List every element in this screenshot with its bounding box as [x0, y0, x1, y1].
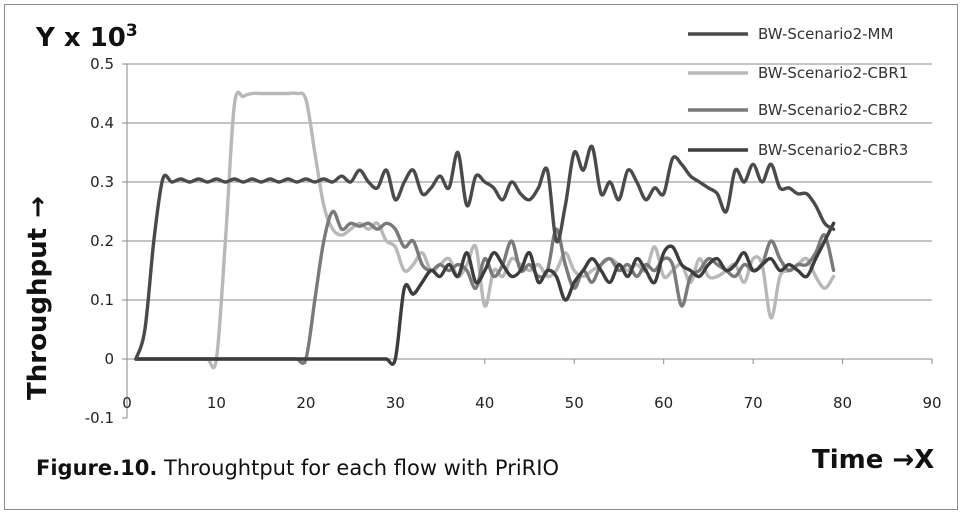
figure-number: Figure.10. [36, 456, 157, 480]
y-scale-exponent: 3 [126, 21, 138, 41]
x-tick-label: 90 [922, 394, 941, 412]
x-axis-label: Time →X [812, 445, 934, 475]
chart-frame [4, 4, 958, 510]
legend-label: BW-Scenario2-CBR1 [758, 64, 908, 82]
x-tick-label: 50 [565, 394, 584, 412]
y-tick-label: 0.3 [90, 173, 114, 191]
x-tick-label: 10 [207, 394, 226, 412]
y-tick-label: -0.1 [85, 409, 114, 427]
series-line-bw-scenario2-cbr2 [134, 209, 836, 366]
x-tick-label: 80 [833, 394, 852, 412]
series-line-bw-scenario2-mm [134, 144, 836, 361]
y-tick-label: 0.5 [90, 55, 114, 73]
figure-caption-text: Throughtput for each flow with PriRIO [157, 456, 559, 480]
y-axis-arrow: → [23, 196, 53, 218]
x-tick-label: 70 [744, 394, 763, 412]
y-tick-label: 0.1 [90, 291, 114, 309]
x-tick-label: 0 [122, 394, 132, 412]
legend-label: BW-Scenario2-CBR2 [758, 101, 908, 119]
x-tick-label: 40 [475, 394, 494, 412]
figure-caption: Figure.10. Throughtput for each flow wit… [36, 456, 559, 480]
legend-label: BW-Scenario2-MM [758, 25, 893, 43]
y-scale-title: Y x 103 [35, 21, 138, 53]
series-lines [134, 90, 836, 370]
y-tick-label: 0 [104, 350, 114, 368]
y-tick-label: 0.2 [90, 232, 114, 250]
series-line-bw-scenario2-cbr3 [134, 221, 836, 366]
legend-label: BW-Scenario2-CBR3 [758, 141, 908, 159]
legend: BW-Scenario2-MM BW-Scenario2-CBR1 BW-Scena… [688, 25, 908, 159]
y-tick-label: 0.4 [90, 114, 114, 132]
x-tick-label: 60 [654, 394, 673, 412]
series-line-bw-scenario2-cbr1 [134, 90, 836, 370]
tick-labels: 0 10 20 30 40 50 60 70 80 90 -0.1 0 0.1 0.2 0.3 0.4 0.5 [85, 55, 942, 427]
y-axis-label: Throughput→ [23, 196, 53, 400]
x-tick-label: 20 [296, 394, 315, 412]
x-tick-label: 30 [386, 394, 405, 412]
